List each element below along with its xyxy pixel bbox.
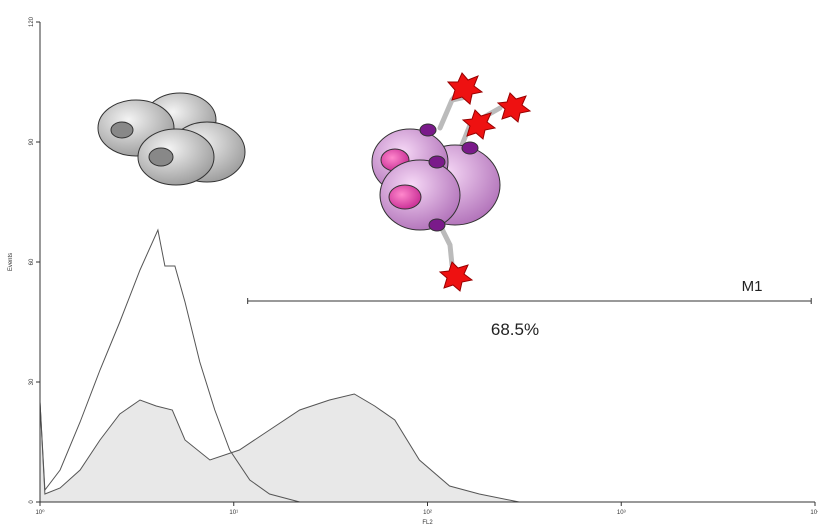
x-tick-label: 10² [423, 510, 432, 516]
y-tick-label: 120 [29, 16, 35, 27]
histogram-line [39, 393, 520, 503]
y-tick-label: 0 [29, 500, 35, 504]
unstained-cells-illustration [97, 92, 246, 186]
x-axis-label: FL2 [422, 520, 433, 526]
y-tick-label: 60 [29, 258, 35, 265]
marker-percent: 68.5% [491, 320, 539, 339]
marker-name: M1 [742, 278, 763, 295]
histogram-line [39, 228, 300, 503]
histogram-area [40, 394, 520, 502]
x-tick-label: 10³ [617, 510, 626, 516]
plot: 0 30 60 90 120 10⁰ 10¹ 10² 10³ 10⁴ FL2 Events M1 68.5… [8, 16, 818, 526]
y-tick-label: 30 [29, 378, 35, 385]
y-axis-label: Events [8, 253, 14, 271]
x-tick-label: 10⁰ [35, 509, 45, 516]
x-tick-label: 10¹ [229, 510, 238, 516]
x-tick-label: 10⁴ [810, 509, 818, 516]
stained-cells-illustration [371, 72, 532, 292]
y-tick-label: 90 [29, 138, 35, 145]
